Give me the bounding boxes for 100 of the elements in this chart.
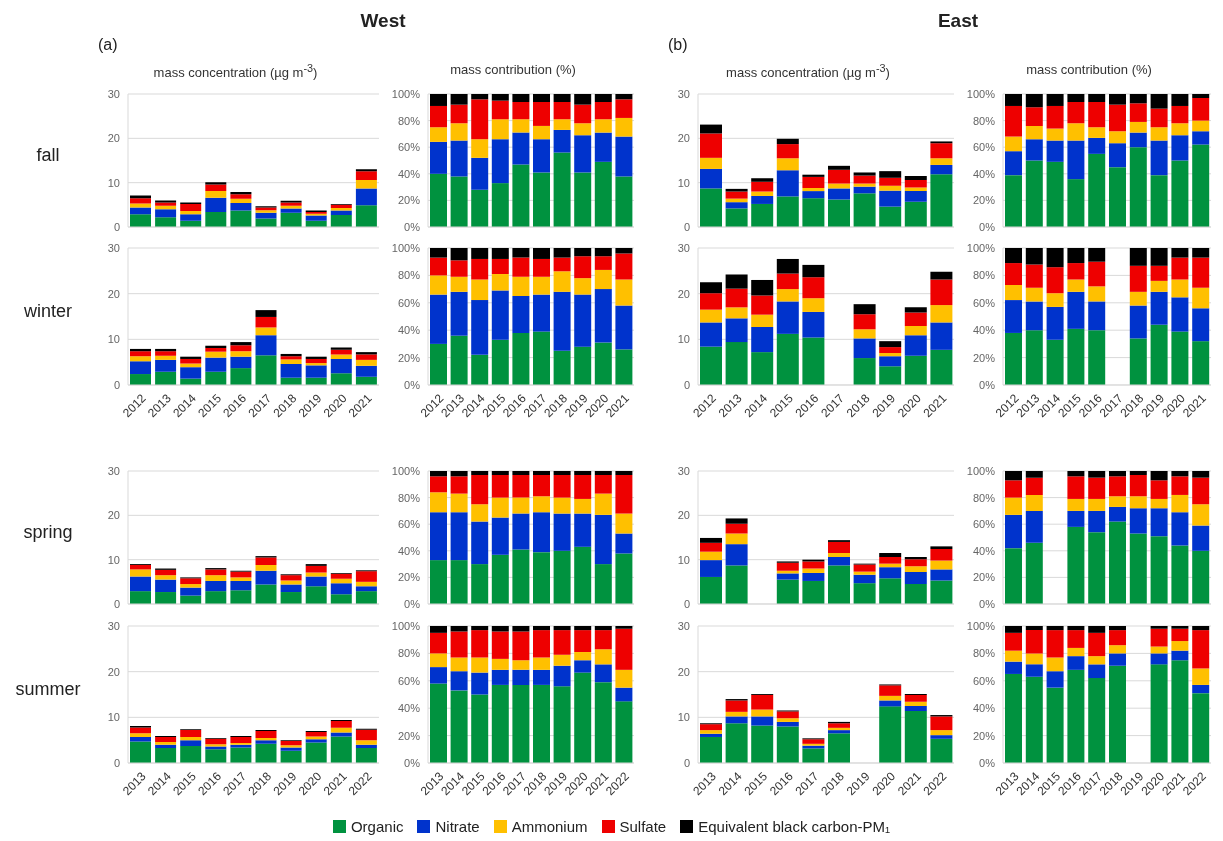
- bar: [725, 188, 748, 192]
- bar: [471, 626, 489, 631]
- bar: [553, 497, 571, 514]
- bar: [205, 351, 227, 358]
- bar: [751, 178, 774, 182]
- bar: [205, 184, 227, 192]
- bar: [430, 275, 447, 295]
- bar: [1192, 550, 1210, 604]
- bar: [879, 356, 902, 367]
- bar: [1150, 480, 1168, 499]
- bar: [725, 318, 748, 343]
- bar: [305, 572, 327, 577]
- bar: [1067, 669, 1085, 763]
- y-tick-label: 10: [107, 176, 120, 189]
- y-tick-label: 20: [677, 287, 690, 300]
- bar: [205, 371, 227, 385]
- bar: [802, 174, 825, 177]
- bar: [355, 180, 377, 189]
- bar: [776, 711, 799, 719]
- bar: [904, 307, 927, 313]
- bar: [828, 165, 850, 170]
- bar: [725, 700, 748, 712]
- y-tick-label: 10: [677, 711, 690, 724]
- bar: [205, 591, 227, 604]
- bar: [491, 339, 509, 385]
- bar: [1067, 526, 1085, 604]
- bar: [1150, 664, 1168, 763]
- bar: [904, 312, 927, 327]
- bar: [1088, 330, 1106, 385]
- bar: [1046, 671, 1064, 688]
- bar: [574, 123, 592, 136]
- y-tick-label: 40%: [972, 544, 996, 557]
- y-tick-label: 0%: [979, 756, 996, 769]
- bar: [130, 214, 151, 227]
- bar: [1067, 101, 1085, 124]
- bar: [879, 347, 902, 354]
- bar: [491, 631, 509, 659]
- bar: [1109, 645, 1126, 654]
- bar: [280, 359, 302, 364]
- bar: [574, 630, 592, 653]
- bar: [1150, 324, 1168, 385]
- bar: [1171, 297, 1189, 332]
- bar: [751, 191, 774, 196]
- bar: [471, 94, 489, 100]
- bar: [130, 591, 151, 604]
- y-tick-label: 40%: [397, 167, 421, 180]
- bar: [553, 626, 571, 631]
- bar: [1005, 480, 1022, 498]
- bar: [255, 355, 277, 385]
- bar: [930, 560, 953, 570]
- bar: [512, 497, 530, 514]
- y-tick-label: 80%: [397, 647, 421, 660]
- y-tick-label: 30: [677, 241, 690, 254]
- bar: [776, 573, 799, 580]
- bar: [491, 100, 509, 120]
- bar: [594, 493, 612, 515]
- bar: [450, 493, 468, 513]
- bar: [1129, 533, 1147, 604]
- bar: [255, 564, 277, 571]
- bar: [533, 276, 550, 295]
- bar: [491, 517, 509, 555]
- y-tick-label: 100%: [391, 619, 421, 632]
- bar: [828, 723, 850, 728]
- bar: [1067, 328, 1085, 385]
- bar: [1171, 628, 1189, 642]
- bar: [853, 574, 876, 584]
- bar: [1171, 545, 1189, 604]
- bar: [1150, 94, 1168, 109]
- bar: [700, 542, 722, 552]
- bar: [802, 568, 825, 573]
- bar: [330, 732, 352, 737]
- bar: [879, 353, 902, 357]
- bar: [615, 305, 633, 350]
- bar: [1067, 647, 1085, 657]
- bar: [930, 158, 953, 165]
- bar: [700, 560, 722, 577]
- bar: [1025, 160, 1043, 227]
- bar: [553, 248, 571, 258]
- bar: [853, 583, 876, 604]
- bar: [574, 94, 592, 105]
- bar: [155, 747, 177, 763]
- bar: [180, 214, 202, 221]
- y-tick-label: 60%: [972, 674, 996, 687]
- bar: [255, 584, 277, 604]
- bar: [533, 630, 550, 658]
- bar: [700, 724, 722, 731]
- bar: [700, 188, 722, 227]
- chart-title: mass concentration (µg m$^{-3}$): [725, 62, 891, 81]
- bar: [1109, 626, 1126, 631]
- bar: [1192, 248, 1210, 258]
- bar: [230, 351, 252, 357]
- bar: [725, 723, 748, 763]
- y-tick-label: 60%: [972, 141, 996, 154]
- bar: [1005, 332, 1022, 385]
- bar: [533, 139, 550, 173]
- bar: [450, 631, 468, 658]
- bar: [1067, 94, 1085, 102]
- bar: [355, 571, 377, 582]
- bar: [751, 314, 774, 327]
- bar: [1067, 179, 1085, 227]
